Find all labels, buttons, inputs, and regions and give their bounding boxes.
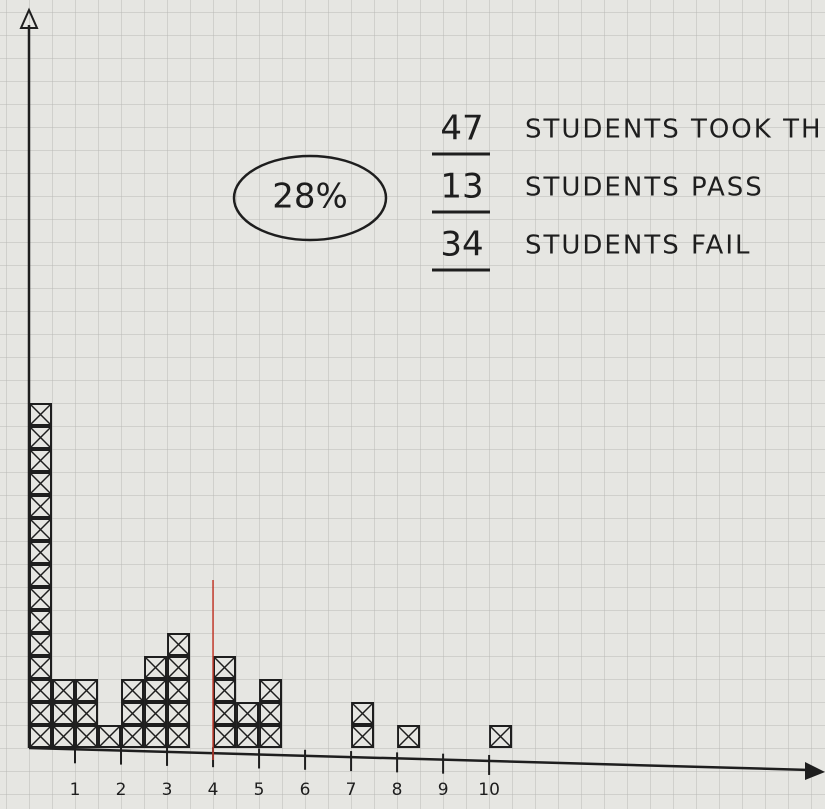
x-tick-label: 8 <box>392 780 403 800</box>
bar <box>489 725 513 748</box>
bar <box>75 679 99 748</box>
summary-count: 13 <box>440 167 483 207</box>
x-axis <box>28 746 811 772</box>
circle <box>232 154 388 242</box>
bar <box>236 702 260 748</box>
bar <box>52 679 76 748</box>
bar <box>351 702 375 748</box>
x-tick-label: 2 <box>116 780 127 800</box>
summary-text: STUDENTS PASS <box>525 173 764 203</box>
x-tick-label: 1 <box>70 780 81 800</box>
x-tick-label: 5 <box>254 780 265 800</box>
x-tick-label: 9 <box>438 780 449 800</box>
highlight: 28% <box>272 177 348 217</box>
summary-text: STUDENTS FAIL <box>525 231 751 261</box>
bar <box>29 403 53 748</box>
bar <box>397 725 421 748</box>
summary-count: 34 <box>440 225 483 265</box>
y-arrow <box>19 7 39 29</box>
bar <box>213 656 237 748</box>
x-tick-label: 4 <box>208 780 219 800</box>
bar <box>167 633 191 748</box>
x-arrow <box>805 762 825 780</box>
bar <box>144 656 168 748</box>
x-tick-label: 7 <box>346 780 357 800</box>
summary-count: 47 <box>440 109 483 149</box>
bar <box>121 679 145 748</box>
bar <box>98 725 122 748</box>
x-tick-label: 3 <box>162 780 173 800</box>
summary-text: STUDENTS TOOK TH <box>525 115 823 145</box>
x-tick-label: 10 <box>478 780 500 800</box>
bar <box>259 679 283 748</box>
x-tick-label: 6 <box>300 780 311 800</box>
